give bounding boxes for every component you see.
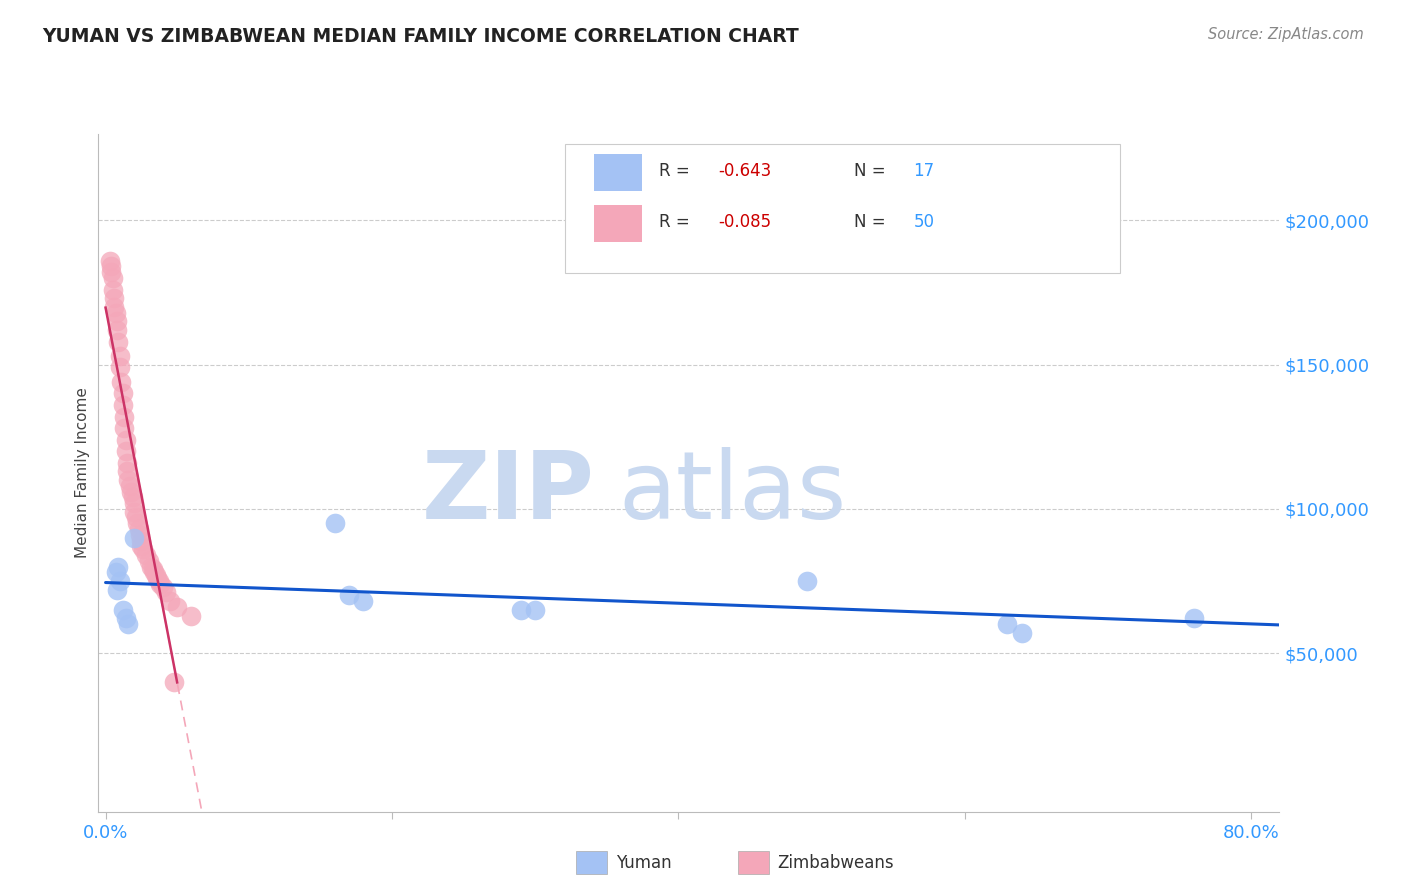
Point [509, 603, 531, 617]
Text: N =: N = [855, 213, 891, 231]
Text: 17: 17 [914, 162, 935, 180]
Point [143, 566, 166, 580]
Point [98, 253, 121, 268]
Point [166, 599, 188, 614]
Point [131, 533, 153, 548]
Text: Zimbabweans: Zimbabweans [778, 854, 894, 871]
Point [107, 559, 129, 574]
Point [108, 360, 131, 375]
Point [114, 444, 136, 458]
Point [122, 505, 145, 519]
Point [152, 580, 174, 594]
Bar [595, 205, 641, 243]
Point [121, 490, 143, 504]
FancyBboxPatch shape [565, 144, 1121, 273]
Point [112, 409, 135, 424]
Text: YUMAN VS ZIMBABWEAN MEDIAN FAMILY INCOME CORRELATION CHART: YUMAN VS ZIMBABWEAN MEDIAN FAMILY INCOME… [42, 27, 799, 45]
Point [111, 603, 134, 617]
Point [105, 314, 128, 328]
Point [1182, 611, 1205, 625]
Point [114, 611, 136, 625]
Point [120, 484, 142, 499]
Point [108, 574, 131, 588]
Point [159, 594, 181, 608]
Point [148, 574, 170, 588]
Point [131, 539, 153, 553]
Point [100, 265, 122, 279]
Point [115, 464, 138, 478]
Point [128, 522, 150, 536]
Text: Source: ZipAtlas.com: Source: ZipAtlas.com [1208, 27, 1364, 42]
Point [103, 291, 125, 305]
Text: Yuman: Yuman [616, 854, 672, 871]
Point [145, 568, 167, 582]
Text: -0.643: -0.643 [718, 162, 772, 180]
Point [122, 496, 145, 510]
Point [100, 260, 122, 274]
Point [524, 603, 547, 617]
Point [117, 617, 139, 632]
Point [149, 577, 172, 591]
Point [122, 531, 145, 545]
Bar [576, 851, 607, 874]
Point [163, 674, 186, 689]
Point [111, 386, 134, 401]
Text: N =: N = [855, 162, 891, 180]
Point [132, 542, 155, 557]
Text: R =: R = [659, 162, 696, 180]
Point [135, 548, 157, 562]
Point [352, 594, 374, 608]
Point [138, 554, 160, 568]
Point [108, 349, 131, 363]
Point [101, 283, 124, 297]
Point [111, 398, 134, 412]
Point [112, 421, 135, 435]
Point [1011, 625, 1033, 640]
Point [141, 559, 163, 574]
Point [115, 456, 138, 470]
Bar [595, 154, 641, 192]
Text: atlas: atlas [619, 447, 846, 539]
Point [104, 306, 127, 320]
Point [323, 516, 346, 531]
Point [337, 588, 360, 602]
Point [114, 433, 136, 447]
Point [142, 562, 165, 576]
Point [105, 323, 128, 337]
Y-axis label: Median Family Income: Median Family Income [75, 387, 90, 558]
Point [997, 617, 1019, 632]
Text: R =: R = [659, 213, 696, 231]
Point [124, 510, 146, 524]
Bar [738, 851, 769, 874]
Point [125, 516, 148, 531]
Point [101, 271, 124, 285]
Point [146, 571, 169, 585]
Point [180, 608, 202, 623]
Text: ZIP: ZIP [422, 447, 595, 539]
Point [103, 300, 125, 314]
Text: -0.085: -0.085 [718, 213, 772, 231]
Point [110, 375, 132, 389]
Point [129, 528, 152, 542]
Point [117, 473, 139, 487]
Point [796, 574, 818, 588]
Point [118, 479, 141, 493]
Point [105, 582, 128, 597]
Text: 50: 50 [914, 213, 935, 231]
Point [107, 334, 129, 349]
Point [155, 585, 177, 599]
Point [104, 566, 127, 580]
